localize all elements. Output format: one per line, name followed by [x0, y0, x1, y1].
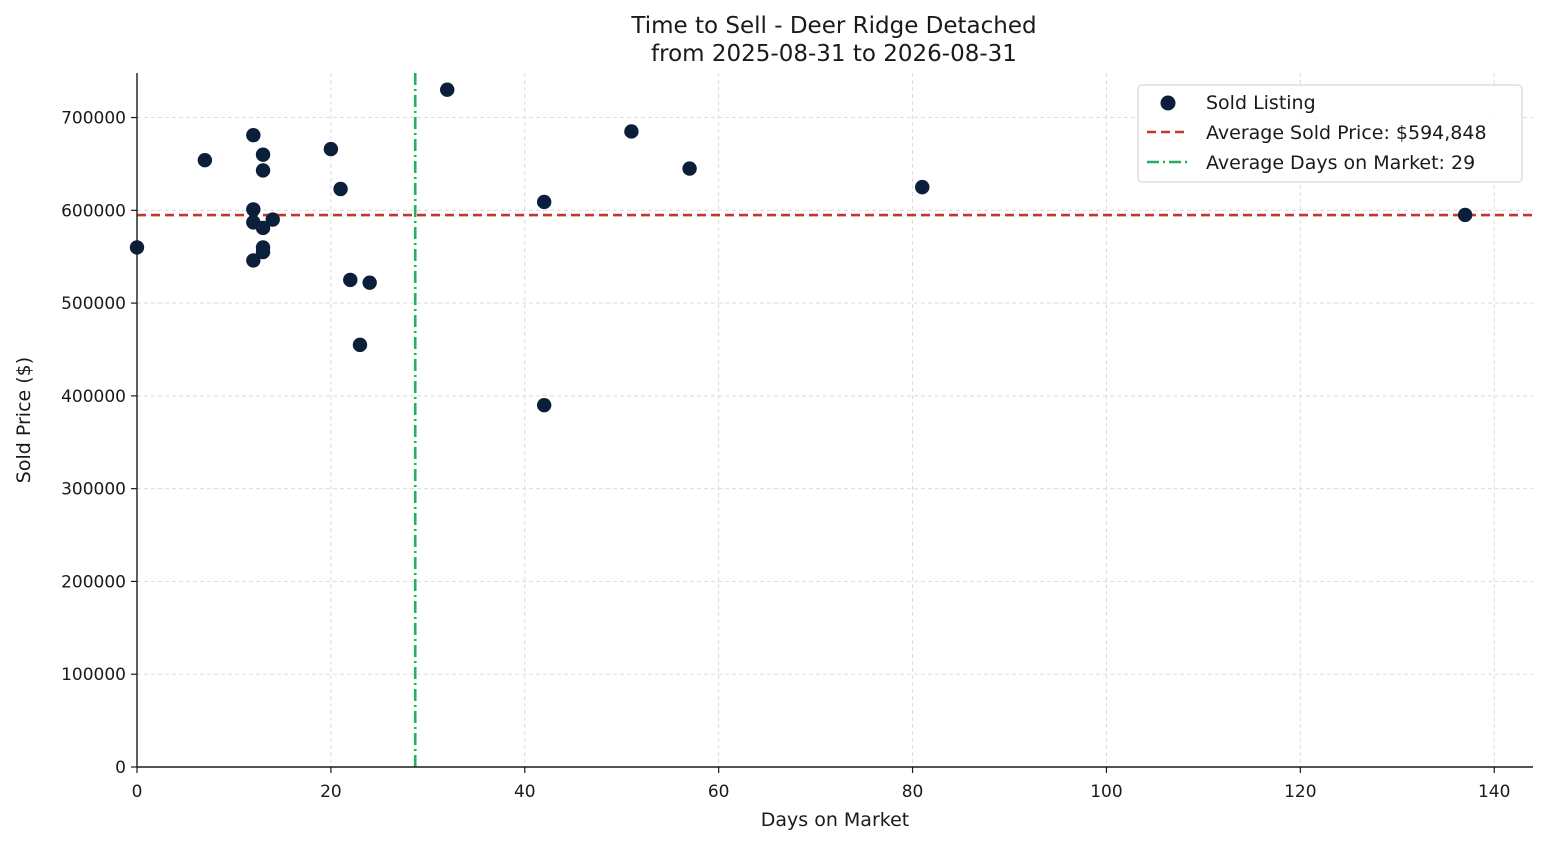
x-tick-label: 40 — [514, 782, 536, 802]
x-tick-label: 60 — [708, 782, 730, 802]
sold-listing-point — [915, 179, 930, 195]
sold-listing-point — [246, 127, 261, 143]
y-tick-label: 0 — [115, 758, 126, 778]
legend-marker-sold-listing — [1160, 95, 1176, 111]
x-axis-label: Days on Market — [761, 809, 909, 831]
x-tick-label: 120 — [1284, 782, 1316, 802]
grid-lines — [137, 73, 1533, 767]
x-tick-label: 0 — [132, 782, 143, 802]
sold-listing-point — [343, 272, 358, 288]
chart-title-line2: from 2025-08-31 to 2026-08-31 — [651, 41, 1017, 67]
y-axis-ticks: 0 100000 200000 300000 400000 500000 600000 700… — [61, 109, 137, 778]
sold-listing-point — [255, 163, 271, 178]
reference-lines — [137, 73, 1533, 767]
sold-listing-point — [255, 220, 271, 236]
sold-listing-point — [1457, 207, 1473, 223]
sold-listing-point — [265, 212, 280, 227]
chart-title-line1: Time to Sell - Deer Ridge Detached — [630, 13, 1036, 39]
sold-listing-point — [255, 244, 271, 260]
legend-box — [1137, 84, 1523, 183]
legend-label-sold-listing: Sold Listing — [1206, 92, 1316, 114]
y-tick-label: 700000 — [61, 109, 126, 129]
sold-listing-point — [536, 194, 552, 210]
legend-label-average-days: Average Days on Market: 29 — [1206, 152, 1475, 174]
sold-listing-point — [624, 124, 639, 139]
y-tick-label: 100000 — [61, 665, 126, 685]
y-tick-label: 400000 — [61, 387, 126, 407]
legend-label-average-price: Average Sold Price: $594,848 — [1206, 122, 1487, 144]
sold-listing-point — [362, 275, 377, 290]
sold-listing-point — [255, 147, 271, 162]
sold-listing-point — [333, 181, 348, 197]
sold-listing-point — [352, 337, 368, 353]
y-tick-label: 500000 — [61, 294, 126, 314]
x-tick-label: 80 — [902, 782, 924, 802]
x-tick-label: 20 — [320, 782, 342, 802]
sold-listing-point — [323, 141, 339, 157]
x-tick-label: 140 — [1478, 782, 1510, 802]
sold-listing-point — [197, 153, 213, 168]
sold-listing-point — [246, 202, 261, 217]
y-tick-label: 600000 — [61, 201, 126, 221]
x-tick-label: 100 — [1090, 782, 1122, 802]
sold-listing-point — [536, 397, 552, 413]
y-tick-label: 300000 — [61, 480, 126, 500]
sold-listing-point — [682, 161, 697, 176]
x-axis-ticks: 0 20 40 60 80 100 120 140 — [132, 767, 1510, 802]
sold-listing-point — [246, 253, 261, 268]
sold-listing-point — [440, 82, 455, 97]
y-axis-label: Sold Price ($) — [13, 357, 35, 483]
legend: Sold Listing Average Sold Price: $594,84… — [1137, 84, 1523, 183]
y-tick-label: 200000 — [61, 572, 126, 592]
